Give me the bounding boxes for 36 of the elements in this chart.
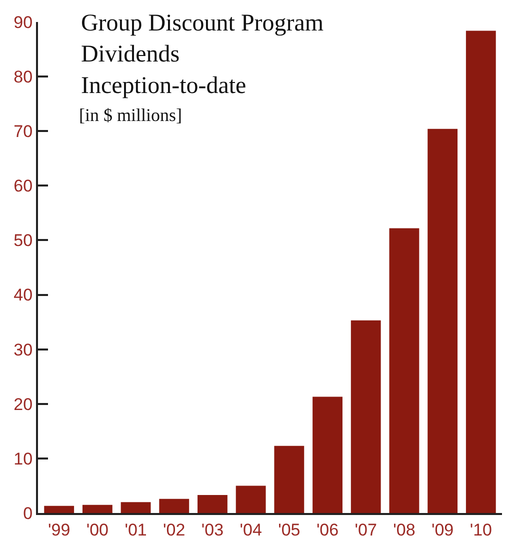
x-tick-label: '01	[124, 520, 147, 540]
x-tick-label: '05	[278, 520, 300, 540]
y-tick-label: 10	[14, 449, 33, 468]
x-tick-label: '06	[316, 520, 339, 540]
text: [in $ millions]	[79, 105, 182, 125]
x-tick-label: '99	[48, 520, 70, 540]
bar	[159, 498, 190, 513]
bar	[198, 495, 228, 513]
x-tick-label: '09	[431, 520, 454, 540]
bar	[389, 228, 420, 513]
bar	[44, 506, 74, 513]
bar	[466, 30, 496, 513]
y-tick-label: 30	[14, 340, 33, 360]
x-tick-label: '00	[86, 520, 109, 540]
x-tick-label: '10	[470, 520, 492, 540]
x-tick-label: '02	[163, 520, 186, 540]
y-tick-label: 0	[23, 504, 33, 523]
y-tick-label: 60	[14, 176, 33, 196]
bar	[428, 128, 458, 513]
y-tick-label: 20	[14, 394, 33, 414]
bar	[120, 502, 151, 513]
y-tick-label: 70	[14, 122, 33, 142]
bar	[350, 320, 381, 513]
bar	[274, 446, 304, 513]
bar	[82, 504, 112, 513]
y-tick-label: 40	[14, 286, 33, 305]
x-tick-label: '07	[354, 520, 377, 540]
y-tick-label: 90	[14, 12, 33, 32]
text: Group Discount Program Dividends Inception-to-date	[80, 10, 324, 99]
x-tick-label: '04	[240, 520, 262, 540]
x-tick-label: '03	[201, 520, 224, 540]
y-tick-label: 80	[14, 68, 33, 87]
y-tick-label: 50	[14, 231, 33, 250]
bar	[312, 396, 342, 513]
x-tick-label: '08	[393, 520, 416, 540]
bar	[236, 486, 266, 513]
